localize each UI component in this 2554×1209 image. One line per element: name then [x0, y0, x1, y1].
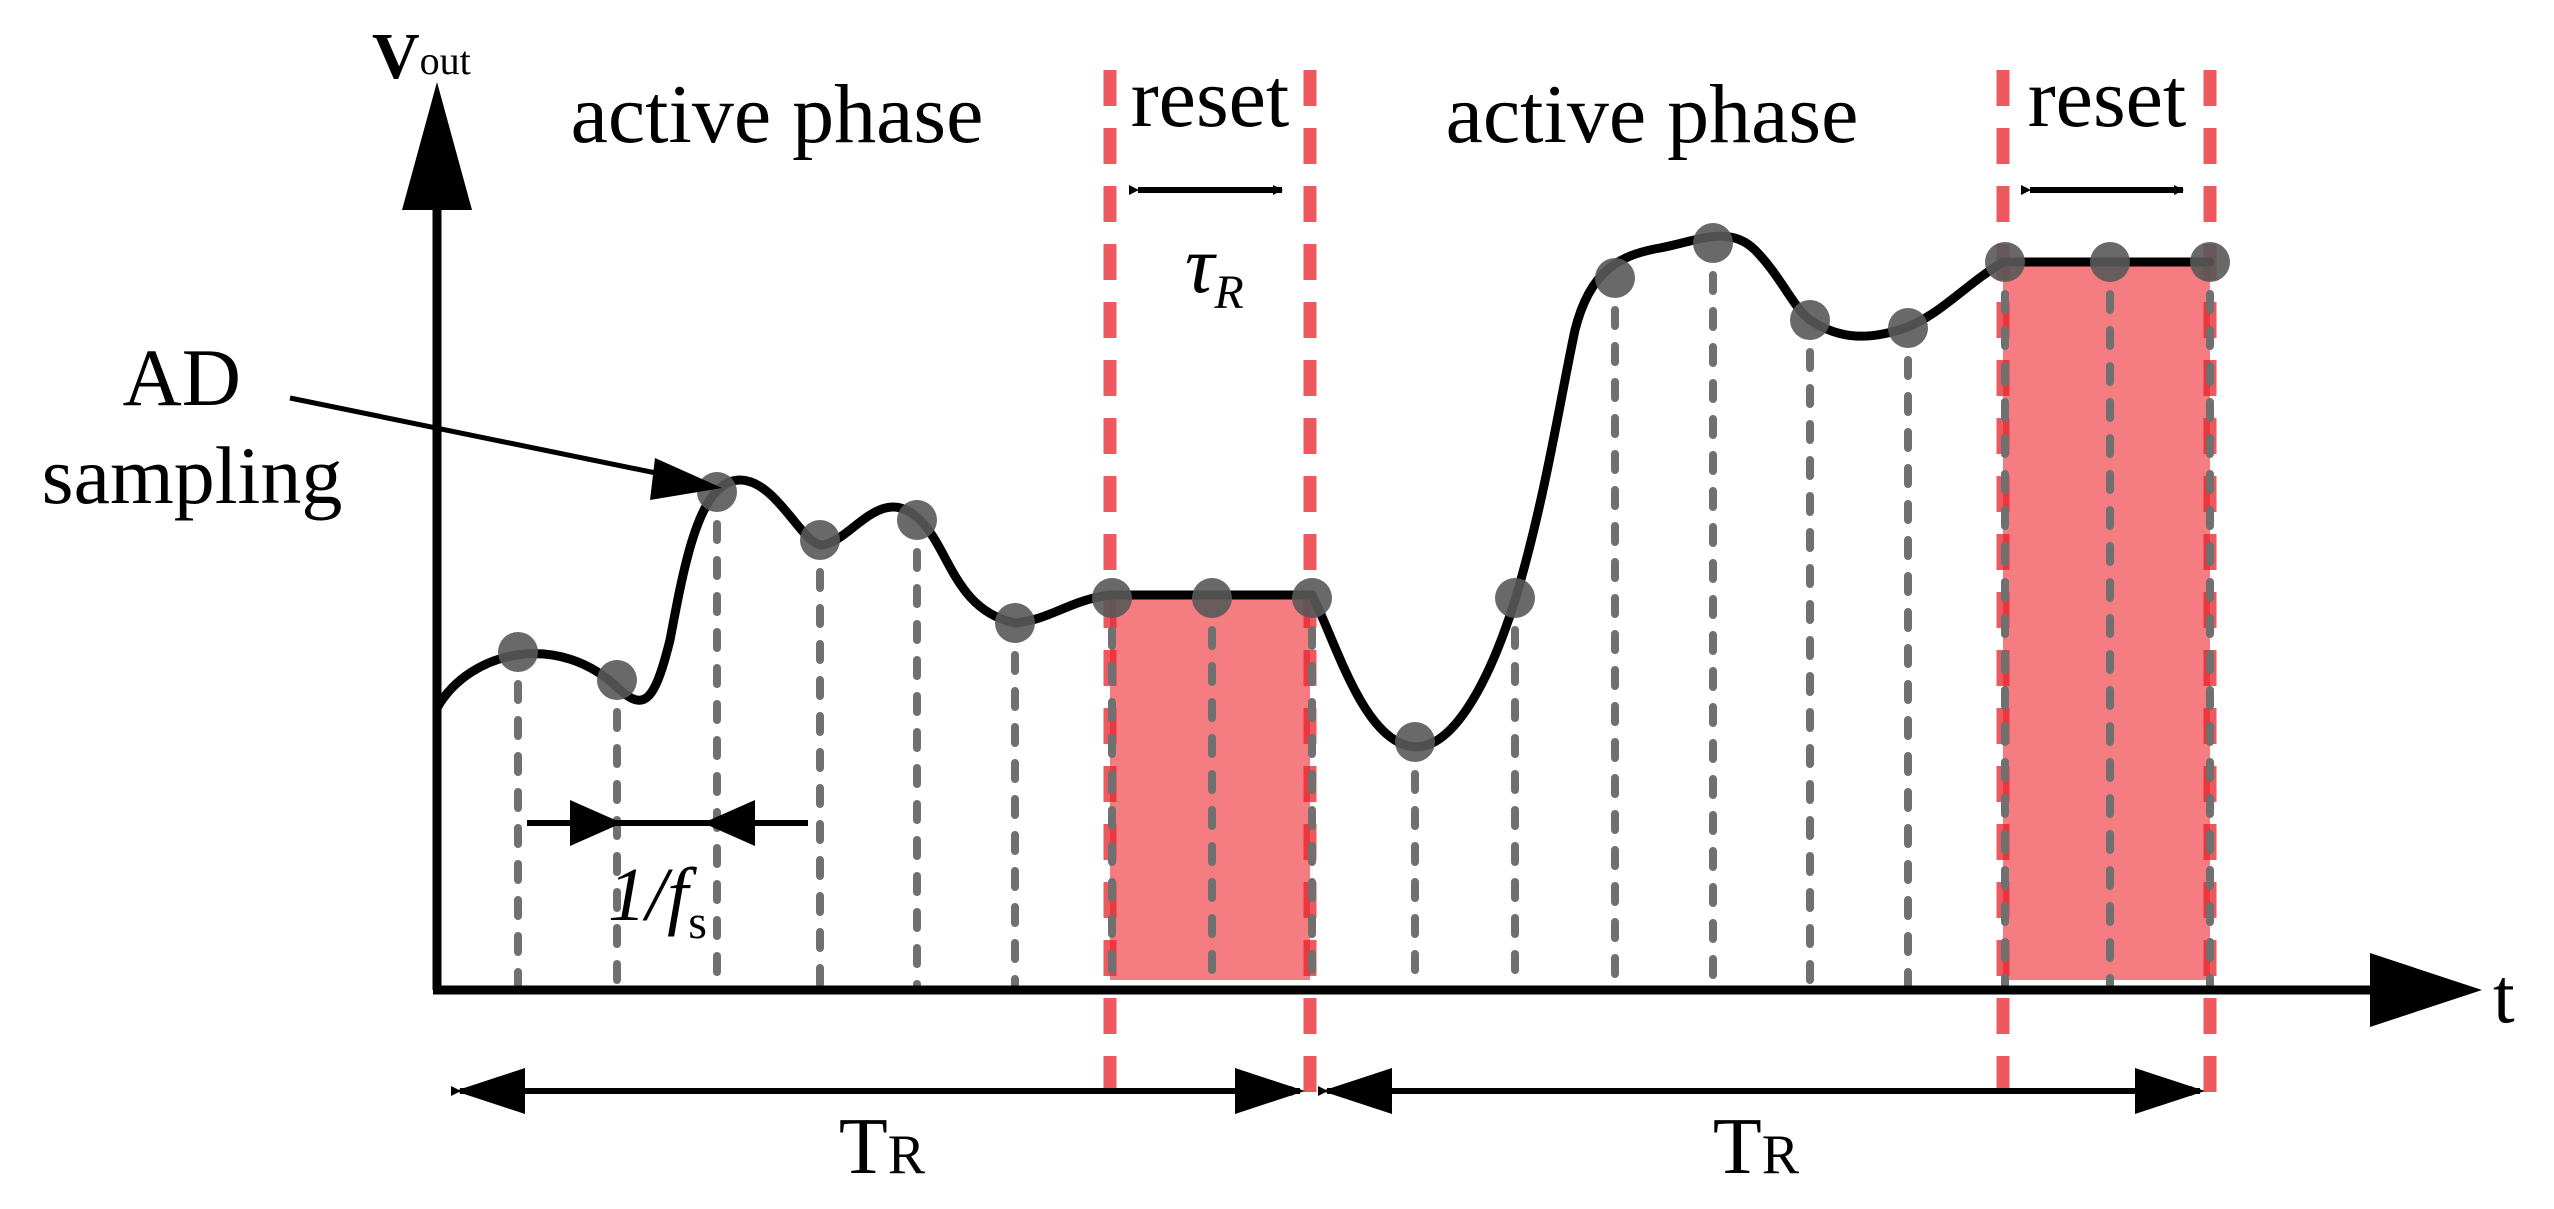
sample-dot — [1092, 578, 1132, 618]
phase-label-reset-1: reset — [1131, 52, 1290, 145]
sample-lines — [514, 271, 2214, 989]
period-arrow-1-right-head-icon — [1235, 1068, 1305, 1114]
sample-dot — [800, 520, 840, 560]
sample-dot — [2190, 242, 2230, 282]
period-arrow-2-left-head-icon — [1322, 1068, 1392, 1114]
y-axis-label: Vout — [372, 20, 471, 93]
sample-dot — [1395, 722, 1435, 762]
phase-label-reset-2: reset — [2028, 52, 2187, 145]
phase-label-active-2: active phase — [1446, 68, 1859, 161]
period-label-2: TR — [1713, 1103, 1800, 1191]
sample-dot — [1292, 578, 1332, 618]
ad-sampling-pointer-head-icon — [650, 458, 722, 500]
x-axis-arrow-icon — [2370, 953, 2482, 1027]
sample-interval-label: 1/fs — [608, 853, 707, 949]
sample-dot — [995, 603, 1035, 643]
sample-dot — [597, 660, 637, 700]
y-axis-arrow-icon — [402, 82, 472, 210]
sample-dot — [1595, 258, 1635, 298]
sample-interval-arrowhead-right-icon — [570, 800, 622, 846]
sample-dot — [1693, 223, 1733, 263]
sample-interval-arrowhead-left-icon — [703, 800, 755, 846]
sample-dot — [498, 632, 538, 672]
sample-dot — [1495, 578, 1535, 618]
sample-dot — [1192, 578, 1232, 618]
sample-dot — [1985, 242, 2025, 282]
axes — [432, 150, 2380, 995]
period-arrow-1-left-head-icon — [455, 1068, 525, 1114]
sample-dot — [1790, 300, 1830, 340]
sample-dot — [1888, 308, 1928, 348]
ad-sampling-label: AD sampling — [42, 332, 343, 521]
x-axis-label: t — [2493, 952, 2515, 1039]
ad-sampling-pointer — [289, 395, 691, 483]
sample-dot — [697, 472, 737, 512]
phase-label-active-1: active phase — [571, 68, 984, 161]
sample-dots — [498, 223, 2230, 762]
period-label-1: TR — [839, 1103, 926, 1191]
sample-dot — [897, 500, 937, 540]
sample-dot — [2090, 242, 2130, 282]
period-arrow-2-right-head-icon — [2135, 1068, 2205, 1114]
signal-curve — [432, 231, 2215, 752]
reset-duration-label: τR — [1185, 219, 1244, 319]
